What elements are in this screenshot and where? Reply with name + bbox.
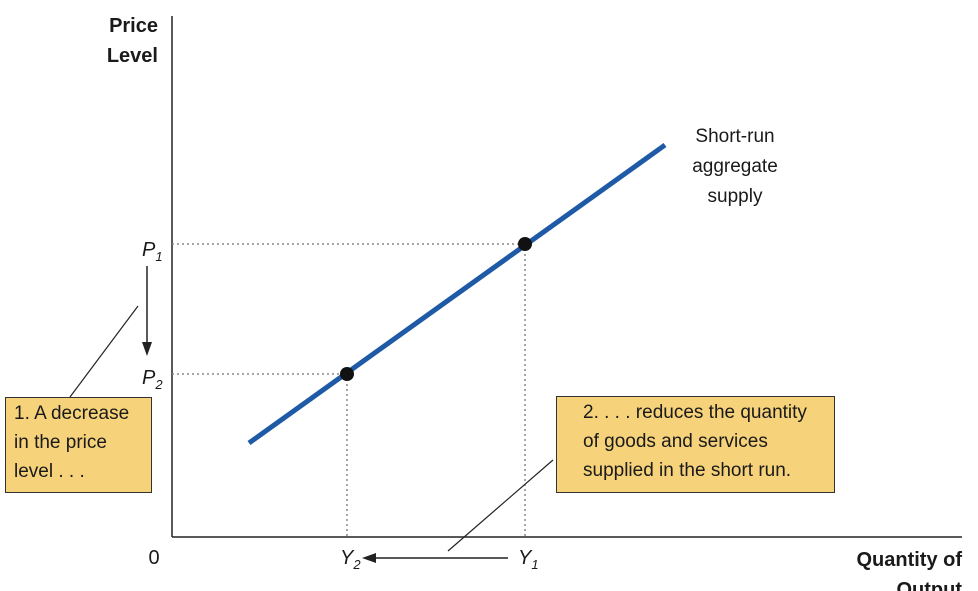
- point-p1-y1: [518, 237, 532, 251]
- tick-y2-sub: 2: [352, 557, 361, 572]
- y-axis-title-line2: Level: [107, 45, 158, 67]
- tick-y1-sub: 1: [531, 557, 538, 572]
- note2-line3: supplied in the short run.: [583, 460, 792, 481]
- tick-p2: P2: [142, 367, 163, 392]
- note1-line1: 1. A decrease: [14, 403, 130, 424]
- note2-leader-line: [447, 459, 554, 552]
- tick-y1-main: Y: [518, 547, 533, 569]
- note-quantity-reduction: 2. . . . reduces the quantity of goods a…: [556, 396, 835, 493]
- note2-line2: of goods and services: [583, 431, 768, 452]
- x-axis-title-line1: Quantity of: [856, 549, 962, 571]
- note1-line2: in the price: [14, 432, 107, 453]
- tick-p1-main: P: [142, 239, 156, 261]
- output-decrease-arrow-head: [362, 553, 376, 563]
- tick-y2: Y2: [340, 547, 361, 572]
- tick-p2-main: P: [142, 367, 156, 389]
- tick-y2-main: Y: [340, 547, 355, 569]
- note2-line1: 2. . . . reduces the quantity: [583, 402, 807, 423]
- curve-label-line2: aggregate: [692, 156, 778, 177]
- note1-line3: level . . .: [14, 461, 85, 482]
- note1-leader-line: [69, 305, 139, 398]
- curve-label-line3: supply: [708, 186, 763, 207]
- y-axis-title-line1: Price: [109, 15, 158, 37]
- tick-p2-sub: 2: [154, 377, 163, 392]
- note-price-decrease: 1. A decrease in the price level . . .: [5, 397, 152, 493]
- short-run-aggregate-supply-curve: [247, 142, 667, 446]
- point-p2-y2: [340, 367, 354, 381]
- tick-p1: P1: [142, 239, 163, 264]
- price-decrease-arrow-head: [142, 342, 152, 356]
- curve-label-line1: Short-run: [695, 126, 774, 147]
- tick-y1: Y1: [518, 547, 539, 572]
- tick-p1-sub: 1: [155, 249, 162, 264]
- origin-label: 0: [148, 547, 159, 569]
- x-axis-title-line2: Output: [896, 579, 962, 591]
